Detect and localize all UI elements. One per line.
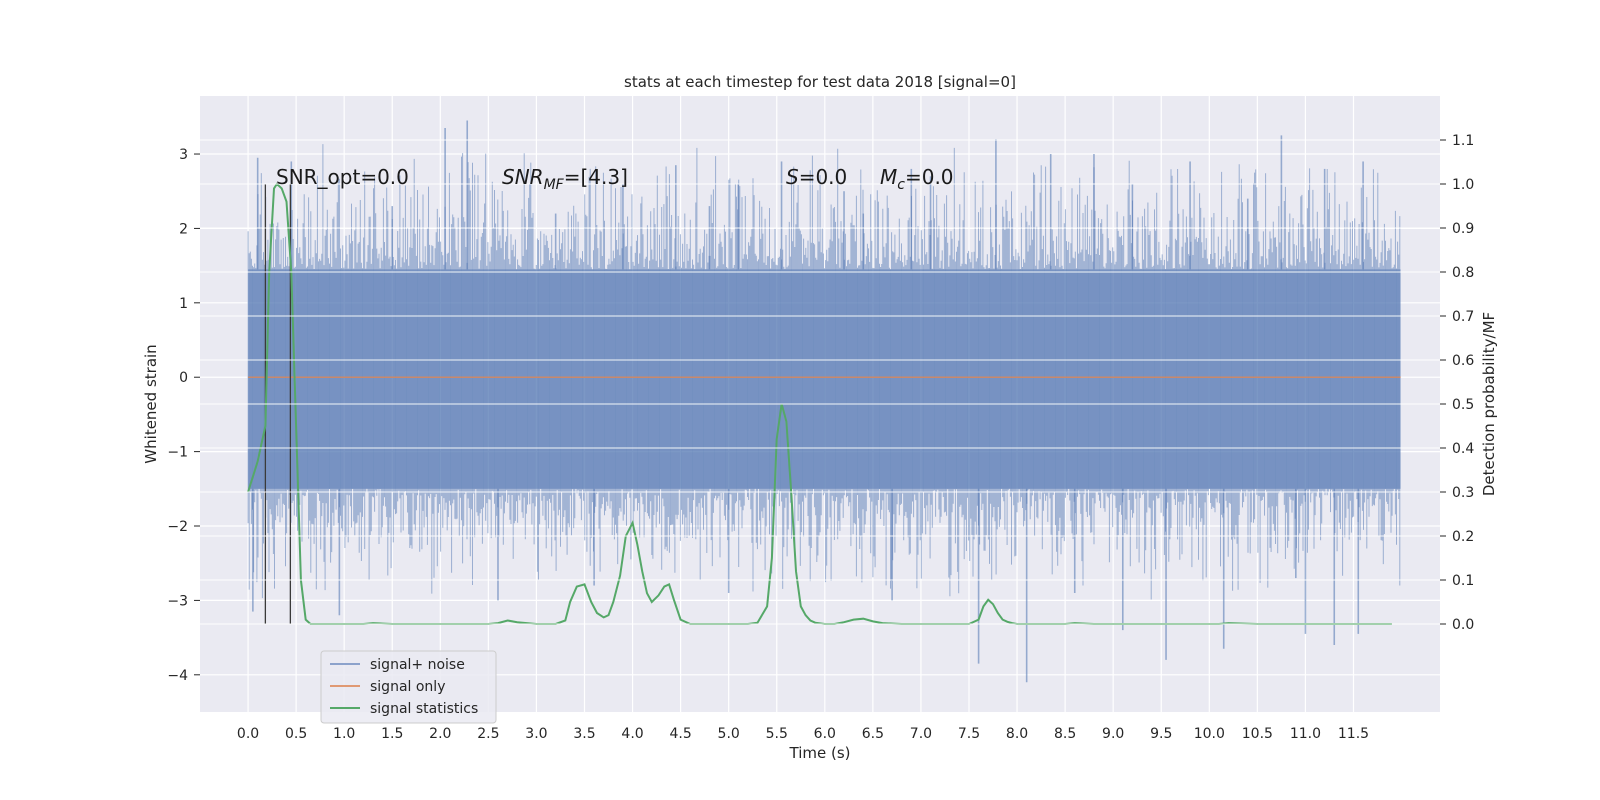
legend-box: [320, 650, 497, 724]
y-right-tick-label: 0.8: [1452, 265, 1474, 281]
right-axis-gridlines: [200, 139, 1440, 625]
legend: signal+ noise signal only signal statist…: [320, 650, 497, 724]
x-tick-label: 3.5: [573, 726, 595, 742]
y-right-tick-label: 1.0: [1452, 177, 1474, 193]
x-tick-label: 0.0: [237, 726, 259, 742]
x-tick-label: 9.0: [1102, 726, 1124, 742]
x-tick-label: 9.5: [1150, 726, 1172, 742]
x-tick-label: 1.5: [381, 726, 403, 742]
x-tick-label: 5.0: [718, 726, 740, 742]
x-tick-label: 7.5: [958, 726, 980, 742]
y-left-tick-label: 0: [179, 370, 188, 386]
x-tick-label: 7.0: [910, 726, 932, 742]
y-axis-label-right: Detection probability/MF: [1480, 312, 1498, 496]
y-left-tick-label: −1: [167, 445, 188, 461]
y-left-tick-label: −3: [167, 593, 188, 609]
x-tick-label: 6.5: [862, 726, 884, 742]
x-tick-label: 3.0: [525, 726, 547, 742]
y-left-tick-label: 2: [179, 221, 188, 237]
x-tick-label: 0.5: [285, 726, 307, 742]
x-tick-label: 8.5: [1054, 726, 1076, 742]
y-right-tick-label: 1.1: [1452, 133, 1474, 149]
x-tick-label: 5.5: [766, 726, 788, 742]
y-right-tick-label: 0.4: [1452, 441, 1474, 457]
x-tick-label: 1.0: [333, 726, 355, 742]
y-left-tick-labels: 3 2 1 0 −1 −2 −3 −4: [167, 147, 200, 684]
legend-label-signal-plus-noise: signal+ noise: [370, 657, 465, 673]
x-tick-label: 10.5: [1242, 726, 1273, 742]
x-tick-labels: 0.0 0.5 1.0 1.5 2.0 2.5 3.0 3.5 4.0 4.5 5.0 5.5 6.0 6…: [237, 726, 1369, 742]
y-right-tick-label: 0.1: [1452, 573, 1474, 589]
y-right-tick-label: 0.2: [1452, 529, 1474, 545]
x-axis-label: Time (s): [789, 744, 851, 762]
legend-label-signal-statistics: signal statistics: [370, 701, 478, 717]
y-axis-label-left: Whitened strain: [142, 344, 160, 463]
y-right-tick-label: 0.7: [1452, 309, 1474, 325]
x-tick-label: 10.0: [1194, 726, 1225, 742]
x-tick-label: 2.5: [477, 726, 499, 742]
x-tick-label: 2.0: [429, 726, 451, 742]
y-right-tick-label: 0.5: [1452, 397, 1474, 413]
series-signal-plus-noise: [247, 120, 1401, 683]
x-tick-label: 11.5: [1338, 726, 1369, 742]
annotation-snr-opt: SNR_opt=0.0: [276, 165, 409, 189]
annotation-mc: Mc=0.0: [880, 165, 954, 193]
y-right-tick-label: 0.6: [1452, 353, 1474, 369]
x-tick-label: 11.0: [1290, 726, 1321, 742]
y-right-tick-label: 0.9: [1452, 221, 1474, 237]
y-right-tick-labels: 1.1 1.0 0.9 0.8 0.7 0.6 0.5 0.4 0.3 0.2 0.1 0.0: [1440, 133, 1474, 633]
chart-title: stats at each timestep for test data 201…: [624, 73, 1016, 91]
x-tick-label: 4.0: [621, 726, 643, 742]
annotation-snr-mf: SNRMF=[4.3]: [502, 165, 628, 193]
legend-label-signal-only: signal only: [370, 679, 445, 695]
x-tick-label: 4.5: [669, 726, 691, 742]
x-tick-label: 8.0: [1006, 726, 1028, 742]
y-left-tick-label: −2: [167, 519, 188, 535]
y-left-tick-label: 1: [179, 296, 188, 312]
x-tick-label: 6.0: [814, 726, 836, 742]
y-left-tick-label: −4: [167, 668, 188, 684]
annotation-s: S=0.0: [786, 165, 847, 189]
y-right-tick-label: 0.3: [1452, 485, 1474, 501]
y-left-tick-label: 3: [179, 147, 188, 163]
y-right-tick-label: 0.0: [1452, 617, 1474, 633]
